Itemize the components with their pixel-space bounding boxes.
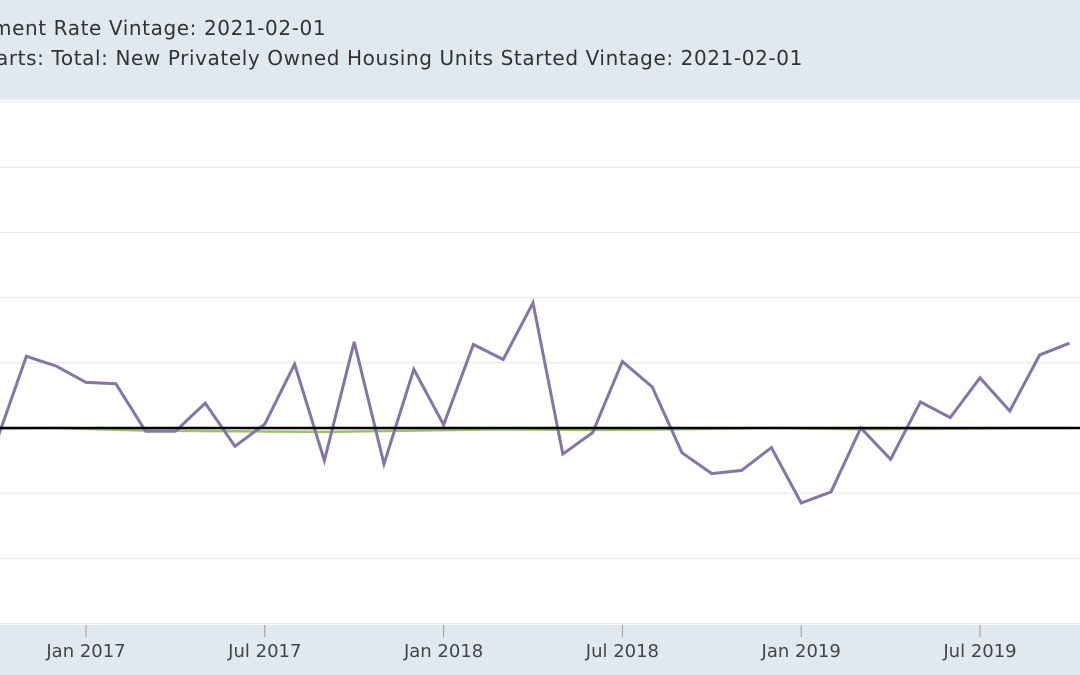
legend-panel: ment Rate Vintage: 2021-02-01 arts: Tota… <box>0 0 1080 100</box>
x-tick-label: Jul 2017 <box>227 641 301 662</box>
x-tick-label: Jan 2017 <box>45 641 125 662</box>
x-tick-label: Jan 2018 <box>403 641 483 662</box>
series-line-housing-starts <box>0 298 1070 505</box>
x-tick-label: Jan 2019 <box>761 641 841 662</box>
x-axis-band <box>0 625 1080 675</box>
legend-entry-series2: arts: Total: New Privately Owned Housing… <box>0 46 803 70</box>
legend-entry-series1: ment Rate Vintage: 2021-02-01 <box>0 16 327 40</box>
x-tick-label: Jul 2018 <box>585 641 659 662</box>
x-tick-label: Jul 2019 <box>942 641 1016 662</box>
